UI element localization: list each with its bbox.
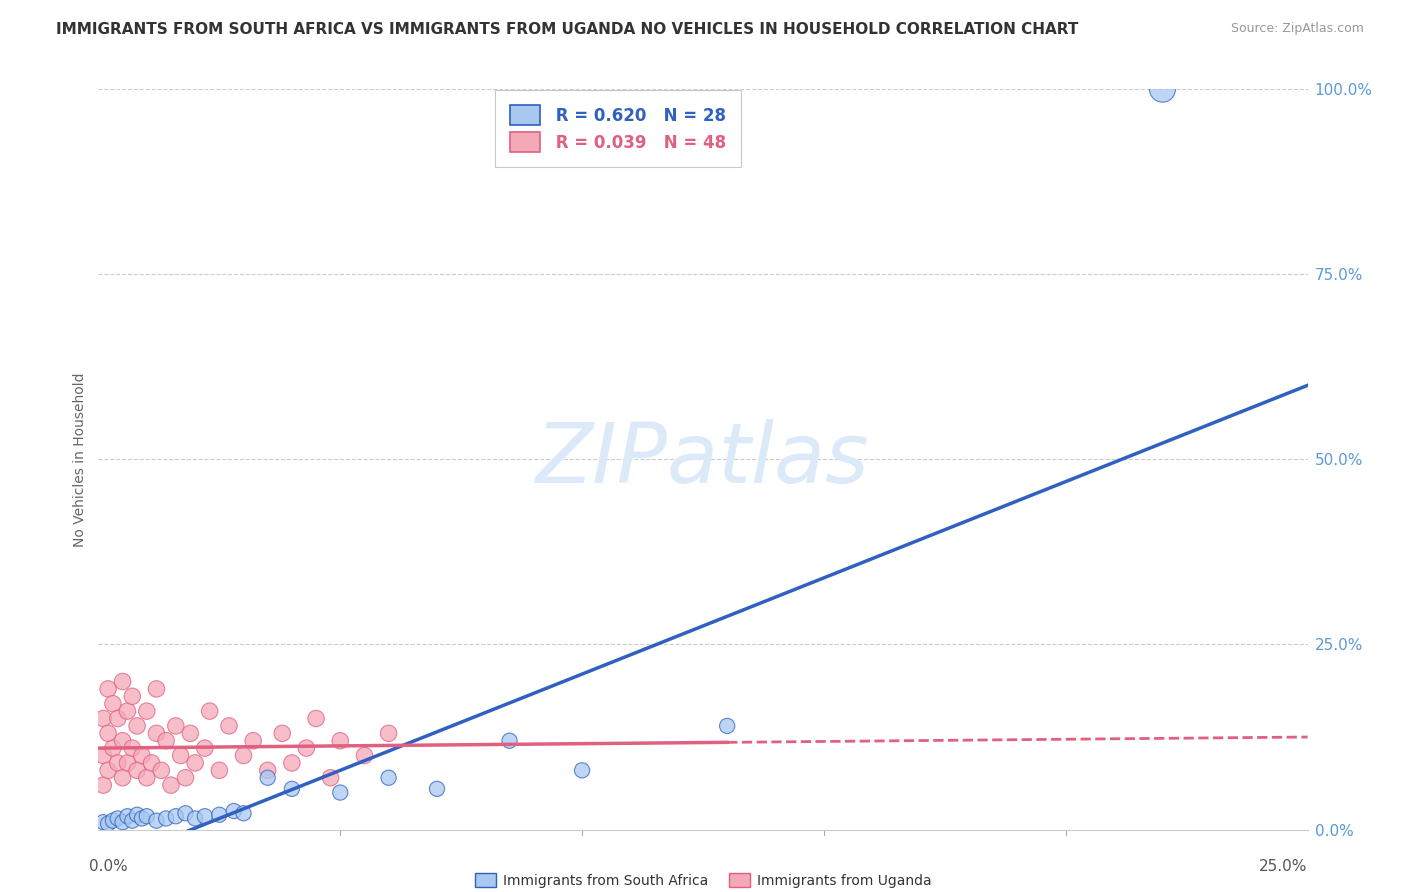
Point — [305, 712, 328, 726]
Point — [377, 771, 399, 785]
Point — [232, 806, 254, 821]
Point — [141, 756, 163, 770]
Text: Source: ZipAtlas.com: Source: ZipAtlas.com — [1230, 22, 1364, 36]
Point — [111, 674, 134, 689]
Point — [145, 726, 167, 740]
Text: 0.0%: 0.0% — [89, 859, 128, 874]
Point — [91, 748, 114, 763]
Point — [184, 756, 207, 770]
Point — [127, 764, 149, 778]
Point — [97, 726, 120, 740]
Point — [222, 804, 245, 818]
Point — [329, 733, 352, 747]
Point — [353, 748, 375, 763]
Point — [208, 764, 231, 778]
Point — [208, 807, 231, 822]
Point — [127, 807, 149, 822]
Point — [121, 814, 143, 828]
Point — [194, 809, 217, 823]
Point — [498, 733, 520, 747]
Point — [91, 778, 114, 792]
Point — [150, 764, 173, 778]
Point — [165, 719, 187, 733]
Point — [127, 719, 149, 733]
Point — [145, 814, 167, 828]
Point — [256, 764, 278, 778]
Point — [281, 781, 304, 796]
Y-axis label: No Vehicles in Household: No Vehicles in Household — [73, 372, 87, 547]
Point — [111, 771, 134, 785]
Point — [117, 756, 139, 770]
Text: IMMIGRANTS FROM SOUTH AFRICA VS IMMIGRANTS FROM UGANDA NO VEHICLES IN HOUSEHOLD : IMMIGRANTS FROM SOUTH AFRICA VS IMMIGRAN… — [56, 22, 1078, 37]
Point — [169, 748, 191, 763]
Point — [218, 719, 240, 733]
Point — [111, 815, 134, 830]
Point — [271, 726, 294, 740]
Point — [107, 712, 129, 726]
Point — [101, 741, 124, 756]
Point — [160, 778, 183, 792]
Point — [179, 726, 201, 740]
Point — [155, 733, 177, 747]
Point — [121, 690, 143, 704]
Point — [194, 741, 217, 756]
Point — [111, 733, 134, 747]
Point — [97, 816, 120, 830]
Text: ZIPatlas: ZIPatlas — [536, 419, 870, 500]
Point — [135, 771, 157, 785]
Point — [107, 756, 129, 770]
Point — [117, 809, 139, 823]
Point — [97, 764, 120, 778]
Point — [571, 764, 593, 778]
Point — [97, 681, 120, 696]
Point — [131, 748, 153, 763]
Point — [256, 771, 278, 785]
Point — [184, 812, 207, 826]
Point — [165, 809, 187, 823]
Point — [329, 786, 352, 800]
Point — [145, 681, 167, 696]
Point — [198, 704, 221, 718]
Legend: Immigrants from South Africa, Immigrants from Uganda: Immigrants from South Africa, Immigrants… — [468, 866, 938, 892]
Point — [135, 704, 157, 718]
Point — [91, 815, 114, 830]
Point — [135, 809, 157, 823]
Point — [91, 712, 114, 726]
Point — [101, 697, 124, 711]
Point — [174, 771, 197, 785]
Point — [242, 733, 264, 747]
Point — [1152, 82, 1174, 96]
Point — [155, 812, 177, 826]
Point — [716, 719, 738, 733]
Point — [295, 741, 318, 756]
Point — [121, 741, 143, 756]
Point — [281, 756, 304, 770]
Point — [319, 771, 342, 785]
Point — [174, 806, 197, 821]
Point — [107, 812, 129, 826]
Point — [377, 726, 399, 740]
Point — [426, 781, 449, 796]
Point — [232, 748, 254, 763]
Text: 25.0%: 25.0% — [1260, 859, 1308, 874]
Point — [117, 704, 139, 718]
Point — [101, 814, 124, 828]
Point — [131, 812, 153, 826]
